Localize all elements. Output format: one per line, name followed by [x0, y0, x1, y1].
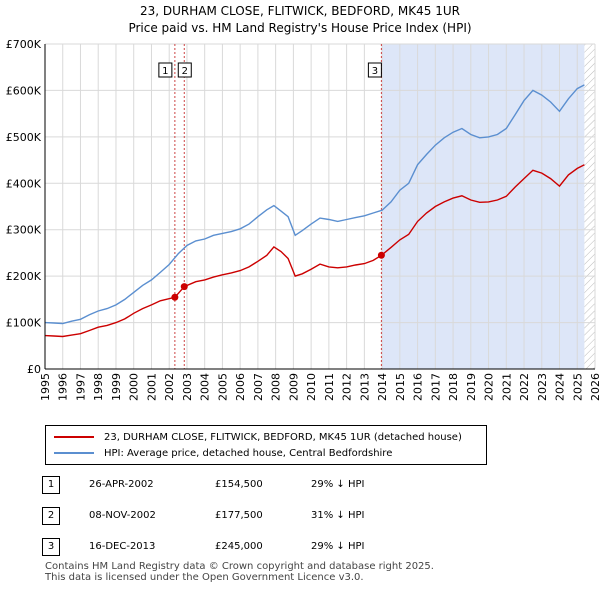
future-hatched-region	[584, 44, 595, 369]
x-tick-label: 2013	[358, 373, 371, 401]
y-tick-label: £100K	[6, 317, 42, 330]
x-tick-label: 2006	[234, 373, 247, 401]
x-tick-label: 2024	[554, 373, 567, 401]
legend: 23, DURHAM CLOSE, FLITWICK, BEDFORD, MK4…	[45, 425, 487, 465]
transaction-date: 16-DEC-2013	[89, 541, 156, 552]
transaction-price: £245,000	[215, 541, 263, 552]
legend-item-hpi: HPI: Average price, detached house, Cent…	[54, 445, 392, 461]
y-tick-label: £0	[27, 363, 41, 376]
x-tick-label: 2019	[465, 373, 478, 401]
x-tick-label: 2004	[199, 373, 212, 401]
x-tick-label: 2003	[181, 373, 194, 401]
legend-label-hpi: HPI: Average price, detached house, Cent…	[104, 447, 393, 459]
x-tick-label: 2018	[447, 373, 460, 401]
y-tick-label: £600K	[6, 84, 42, 97]
transaction-price: £154,500	[215, 479, 263, 490]
transaction-date: 08-NOV-2002	[89, 510, 156, 521]
hpi-line-swatch	[54, 452, 94, 454]
x-tick-label: 2012	[341, 373, 354, 401]
x-tick-label: 1999	[110, 373, 123, 401]
x-tick-label: 2020	[483, 373, 496, 401]
chart-subtitle: Price paid vs. HM Land Registry's House …	[128, 21, 472, 35]
x-tick-label: 2011	[323, 373, 336, 401]
x-tick-label: 2005	[216, 373, 229, 401]
x-tick-label: 1998	[92, 373, 105, 401]
sale-3-point	[377, 251, 385, 259]
transaction-number: 1	[42, 476, 60, 494]
y-tick-label: £300K	[6, 224, 42, 237]
x-tick-label: 2017	[429, 373, 442, 401]
x-tick-label: 2016	[412, 373, 425, 401]
x-tick-label: 1996	[57, 373, 70, 401]
transaction-hpi-diff: 31% ↓ HPI	[311, 510, 365, 521]
price-series-line	[44, 164, 585, 338]
footer-licence: This data is licensed under the Open Gov…	[45, 572, 364, 583]
x-tick-label: 2023	[536, 373, 549, 401]
price-line-swatch	[54, 436, 94, 438]
x-tick-label: 2014	[376, 373, 389, 401]
x-tick-label: 2008	[270, 373, 283, 401]
transaction-number: 2	[42, 507, 60, 525]
x-tick-label: 2010	[305, 373, 318, 401]
y-tick-label: £500K	[6, 131, 42, 144]
legend-item-price: 23, DURHAM CLOSE, FLITWICK, BEDFORD, MK4…	[54, 429, 462, 445]
y-tick-label: £700K	[6, 38, 42, 51]
hpi-series-line	[44, 84, 585, 325]
x-tick-label: 2001	[145, 373, 158, 401]
x-tick-label: 1997	[74, 373, 87, 401]
sale-2-label: 2	[182, 66, 188, 77]
transaction-price: £177,500	[215, 510, 263, 521]
x-tick-label: 2025	[571, 373, 584, 401]
sale-1-label: 1	[162, 66, 168, 77]
x-tick-label: 1995	[39, 373, 52, 401]
sale-1-point	[171, 293, 179, 301]
transaction-row: 3 16-DEC-2013 £245,000 29% ↓ HPI	[0, 536, 600, 558]
sale-2-point	[180, 283, 188, 291]
x-tick-label: 2002	[163, 373, 176, 401]
transaction-row: 1 26-APR-2002 £154,500 29% ↓ HPI	[0, 474, 600, 496]
transaction-number: 3	[42, 538, 60, 556]
price-chart: £0 £100K £200K £300K £400K £500K £600K £700K 199…	[6, 38, 600, 401]
sale-1-label-box	[158, 62, 173, 78]
transaction-row: 2 08-NOV-2002 £177,500 31% ↓ HPI	[0, 505, 600, 527]
legend-label-price: 23, DURHAM CLOSE, FLITWICK, BEDFORD, MK4…	[104, 431, 462, 443]
transaction-date: 26-APR-2002	[89, 479, 154, 490]
sale-3-label: 3	[372, 66, 378, 77]
x-tick-label: 2026	[589, 373, 600, 401]
x-tick-label: 2022	[518, 373, 531, 401]
transaction-hpi-diff: 29% ↓ HPI	[311, 541, 365, 552]
footer-copyright: Contains HM Land Registry data © Crown c…	[45, 561, 434, 572]
y-tick-label: £200K	[6, 270, 42, 283]
x-tick-label: 2021	[500, 373, 513, 401]
x-tick-label: 2009	[287, 373, 300, 401]
y-tick-label: £400K	[6, 177, 42, 190]
x-tick-label: 2000	[128, 373, 141, 401]
chart-title: 23, DURHAM CLOSE, FLITWICK, BEDFORD, MK4…	[140, 4, 460, 18]
sale-2-label-box	[177, 62, 192, 78]
hpi-shaded-region	[381, 44, 585, 369]
sale-3-label-box	[367, 62, 382, 78]
x-tick-label: 2015	[394, 373, 407, 401]
transaction-hpi-diff: 29% ↓ HPI	[311, 479, 365, 490]
x-tick-label: 2007	[252, 373, 265, 401]
